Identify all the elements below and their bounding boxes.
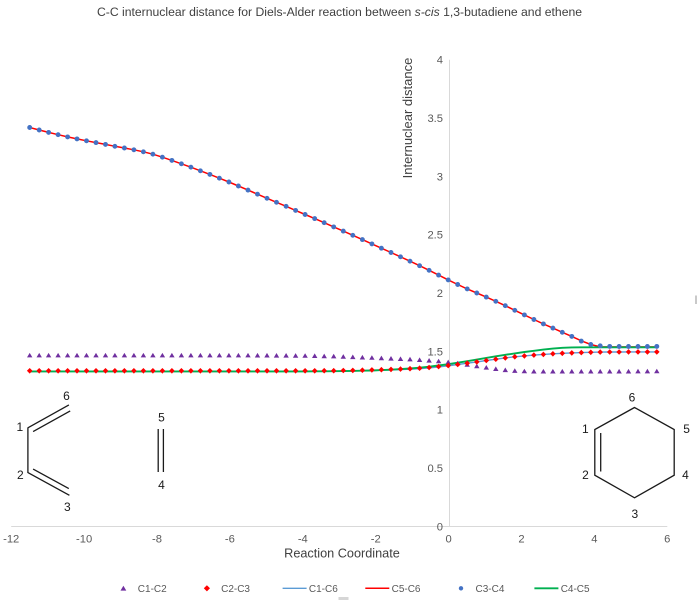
- svg-text:-10: -10: [76, 534, 92, 546]
- svg-text:3.5: 3.5: [427, 113, 443, 125]
- svg-text:C2-C3: C2-C3: [221, 584, 250, 595]
- svg-text:2: 2: [518, 534, 524, 546]
- svg-text:1.5: 1.5: [427, 346, 443, 358]
- svg-text:-12: -12: [3, 534, 19, 546]
- svg-text:5: 5: [683, 422, 690, 436]
- svg-text:0: 0: [445, 534, 451, 546]
- svg-text:1: 1: [437, 405, 443, 417]
- svg-text:-2: -2: [371, 534, 381, 546]
- svg-text:C3-C4: C3-C4: [476, 584, 505, 595]
- svg-text:C5-C6: C5-C6: [392, 584, 421, 595]
- svg-text:1: 1: [17, 420, 24, 434]
- svg-text:4: 4: [591, 534, 597, 546]
- svg-text:6: 6: [629, 391, 636, 405]
- svg-text:1: 1: [582, 422, 589, 436]
- svg-text:0.5: 0.5: [427, 463, 443, 475]
- svg-text:C1-C6: C1-C6: [309, 584, 338, 595]
- svg-text:0: 0: [437, 521, 443, 533]
- svg-text:3: 3: [64, 500, 71, 514]
- svg-text:-6: -6: [225, 534, 235, 546]
- svg-text:C4-C5: C4-C5: [561, 584, 590, 595]
- svg-text:-8: -8: [152, 534, 162, 546]
- svg-text:C-C internuclear distance for: C-C internuclear distance for Diels-Alde…: [97, 5, 582, 19]
- svg-text:4: 4: [158, 478, 165, 492]
- svg-text:3: 3: [437, 171, 443, 183]
- svg-text:6: 6: [63, 389, 70, 403]
- svg-text:2: 2: [582, 468, 589, 482]
- svg-text:6: 6: [664, 534, 670, 546]
- svg-text:C1-C2: C1-C2: [138, 584, 167, 595]
- svg-text:3: 3: [631, 507, 638, 521]
- svg-text:4: 4: [682, 468, 689, 482]
- svg-text:Reaction Coordinate: Reaction Coordinate: [284, 547, 400, 561]
- svg-text:2: 2: [17, 468, 24, 482]
- svg-text:2.5: 2.5: [427, 230, 443, 242]
- svg-text:2: 2: [437, 288, 443, 300]
- svg-text:5: 5: [158, 411, 165, 425]
- svg-text:-4: -4: [298, 534, 308, 546]
- svg-text:Internuclear distance: Internuclear distance: [400, 58, 415, 179]
- svg-text:4: 4: [437, 55, 443, 67]
